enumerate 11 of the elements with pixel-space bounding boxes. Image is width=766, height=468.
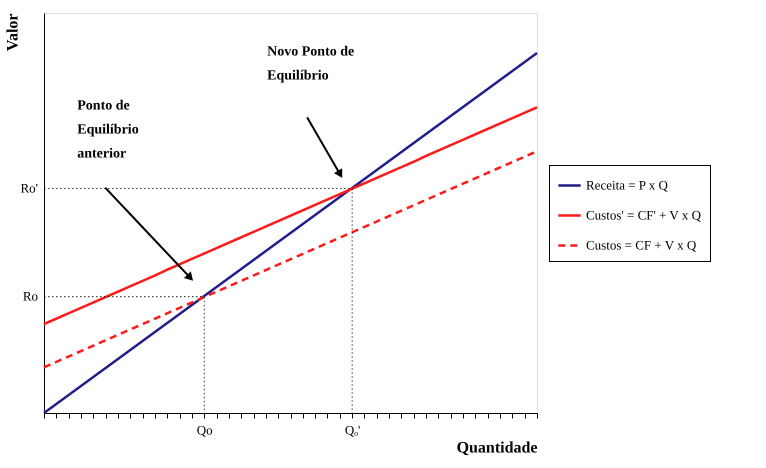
x-tick-label: Qₒ' — [344, 422, 360, 438]
ref-line-label: Ro' — [20, 180, 38, 196]
annotation: Novo Ponto de Equilíbrio — [267, 44, 354, 84]
legend-label: Custos' = CF' + V x Q — [586, 208, 702, 222]
x-axis-title: Quantidade — [456, 440, 538, 456]
ref-line-label: Ro — [22, 288, 38, 304]
x-tick-label: Qo — [196, 422, 213, 438]
annotation: Ponto de Equilíbrio anterior — [77, 98, 139, 162]
legend-label: Custos = CF + V x Q — [586, 238, 697, 252]
y-axis-title: Valor — [4, 14, 22, 52]
legend-label: Receita = P x Q — [586, 178, 669, 192]
